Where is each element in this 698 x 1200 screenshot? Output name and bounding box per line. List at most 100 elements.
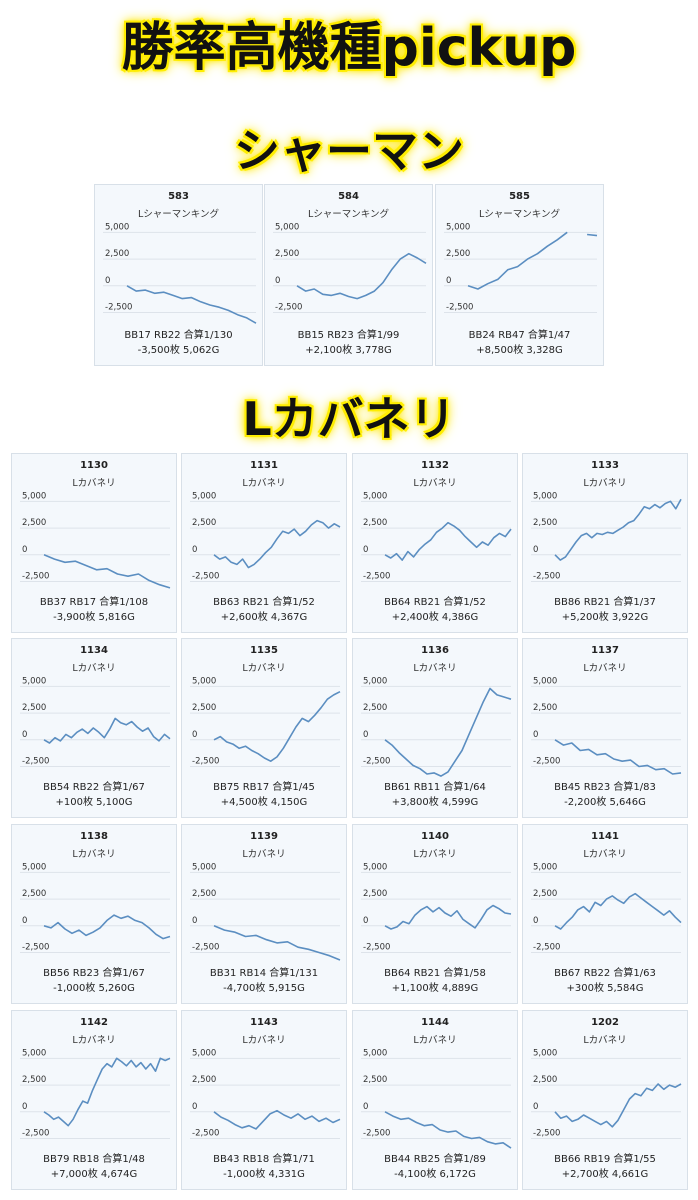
series-line <box>467 231 598 290</box>
series-line <box>43 914 171 940</box>
y-tick-label: 5,000 <box>275 222 299 232</box>
y-tick-label: 5,000 <box>192 491 216 501</box>
y-tick-label: 2,500 <box>192 703 216 713</box>
stats-line-result: +300枚 5,584G <box>566 983 644 994</box>
chart-card: 5,000 2,500 0 -2,500 1133 Lカバネリ BB86 RB21 合算1/… <box>522 453 688 633</box>
machine-name: Lカバネリ <box>242 478 286 489</box>
chart-card: 5,000 2,500 0 -2,500 1137 Lカバネリ BB45 RB23 合算1/… <box>522 638 688 818</box>
stats-line-result: +2,100枚 3,778G <box>305 345 392 356</box>
chart-card: 5,000 2,500 0 -2,500 585 Lシャーマンキング BB24 RB47 合… <box>435 184 604 366</box>
y-tick-label: -2,500 <box>363 943 390 953</box>
stats-line-counts: BB64 RB21 合算1/58 <box>384 968 486 979</box>
machine-number: 1140 <box>421 831 449 842</box>
y-tick-label: 5,000 <box>22 862 46 872</box>
chart-card: 5,000 2,500 0 -2,500 584 Lシャーマンキング BB15 RB23 合… <box>264 184 433 366</box>
y-tick-label: -2,500 <box>533 572 560 582</box>
machine-name: Lカバネリ <box>413 1035 457 1046</box>
y-tick-label: -2,500 <box>533 757 560 767</box>
stats-line-result: +7,000枚 4,674G <box>50 1169 138 1180</box>
line-chart: 5,000 2,500 0 -2,500 <box>190 676 341 768</box>
y-tick-label: -2,500 <box>192 757 219 767</box>
y-tick-label: 0 <box>446 276 451 286</box>
y-tick-label: 5,000 <box>22 491 46 501</box>
line-chart: 5,000 2,500 0 -2,500 <box>20 676 171 768</box>
machine-name: Lカバネリ <box>583 478 627 489</box>
y-tick-label: 5,000 <box>363 862 387 872</box>
y-tick-label: 0 <box>22 1102 27 1112</box>
series-line <box>554 739 682 775</box>
y-tick-label: 0 <box>275 276 280 286</box>
y-tick-label: 5,000 <box>22 676 46 686</box>
stats-line-counts: BB63 RB21 合算1/52 <box>213 597 315 608</box>
y-tick-label: 5,000 <box>192 676 216 686</box>
line-chart: 5,000 2,500 0 -2,500 <box>531 491 682 583</box>
y-tick-label: 5,000 <box>446 222 470 232</box>
stats-line-counts: BB86 RB21 合算1/37 <box>554 597 656 608</box>
stats-line-counts: BB67 RB22 合算1/63 <box>554 968 656 979</box>
y-tick-label: 0 <box>22 545 27 555</box>
section-heading-kabaneri-text: Lカバネリ <box>242 392 456 446</box>
stats-line-result: -1,000枚 5,260G <box>53 983 135 994</box>
y-tick-label: 0 <box>363 730 368 740</box>
y-tick-label: -2,500 <box>446 303 473 313</box>
section-heading-shaman-text: シャーマン <box>234 124 464 178</box>
stats-line-result: +1,100枚 4,889G <box>391 983 479 994</box>
stats-line-counts: BB61 RB11 合算1/64 <box>384 782 486 793</box>
series-line <box>43 554 171 589</box>
y-tick-label: -2,500 <box>192 943 219 953</box>
stats-line-result: -1,000枚 4,331G <box>223 1169 305 1180</box>
y-tick-label: 2,500 <box>105 249 129 259</box>
machine-number: 1134 <box>80 645 108 656</box>
machine-name: Lカバネリ <box>413 849 457 860</box>
machine-number: 1143 <box>250 1017 278 1028</box>
stats-line-result: -4,700枚 5,915G <box>223 983 305 994</box>
y-tick-label: -2,500 <box>192 1129 219 1139</box>
series-line <box>554 498 682 561</box>
line-chart: 5,000 2,500 0 -2,500 <box>361 862 512 954</box>
stats-line-result: +100枚 5,100G <box>55 797 133 808</box>
stats-line-counts: BB43 RB18 合算1/71 <box>213 1154 315 1165</box>
machine-name: Lカバネリ <box>72 663 116 674</box>
machine-name: Lカバネリ <box>72 478 116 489</box>
line-chart: 5,000 2,500 0 -2,500 <box>20 491 171 589</box>
chart-card: 5,000 2,500 0 -2,500 1144 Lカバネリ BB44 RB25 合算1/… <box>352 1010 518 1190</box>
line-chart: 5,000 2,500 0 -2,500 <box>273 222 427 314</box>
line-chart: 5,000 2,500 0 -2,500 <box>361 1048 512 1149</box>
y-tick-label: -2,500 <box>363 757 390 767</box>
stats-line-result: +2,600枚 4,367G <box>220 612 308 623</box>
series-line <box>213 1109 341 1130</box>
chart-card: 5,000 2,500 0 -2,500 1130 Lカバネリ BB37 RB17 合算1/… <box>11 453 177 633</box>
machine-name: Lカバネリ <box>413 478 457 489</box>
machine-name: Lカバネリ <box>72 849 116 860</box>
y-tick-label: 2,500 <box>533 703 557 713</box>
stats-line-counts: BB56 RB23 合算1/67 <box>43 968 145 979</box>
machine-number: 1142 <box>80 1017 108 1028</box>
series-line <box>384 1111 512 1149</box>
machine-name: Lカバネリ <box>72 1035 116 1046</box>
stats-line-counts: BB15 RB23 合算1/99 <box>297 330 400 341</box>
stats-line-counts: BB45 RB23 合算1/83 <box>554 782 656 793</box>
chart-card: 5,000 2,500 0 -2,500 1138 Lカバネリ BB56 RB23 合算1/… <box>11 824 177 1004</box>
line-chart: 5,000 2,500 0 -2,500 <box>361 676 512 777</box>
line-chart: 5,000 2,500 0 -2,500 <box>531 862 682 954</box>
stats-line-counts: BB64 RB21 合算1/52 <box>384 597 486 608</box>
chart-card: 5,000 2,500 0 -2,500 1132 Lカバネリ BB64 RB21 合算1/… <box>352 453 518 633</box>
series-line <box>213 690 341 762</box>
y-tick-label: 2,500 <box>22 703 46 713</box>
machine-name: Lカバネリ <box>413 663 457 674</box>
series-line <box>384 904 512 930</box>
y-tick-label: 5,000 <box>363 1048 387 1058</box>
y-tick-label: 2,500 <box>192 518 216 528</box>
chart-card: 5,000 2,500 0 -2,500 1135 Lカバネリ BB75 RB17 合算1/… <box>181 638 347 818</box>
stats-line-result: -4,100枚 6,172G <box>394 1169 476 1180</box>
y-tick-label: 0 <box>533 545 538 555</box>
y-tick-label: 0 <box>533 916 538 926</box>
machine-number: 1138 <box>80 831 108 842</box>
machine-number: 1131 <box>250 460 278 471</box>
y-tick-label: 2,500 <box>363 889 387 899</box>
y-tick-label: 5,000 <box>192 862 216 872</box>
line-chart: 5,000 2,500 0 -2,500 <box>20 1048 171 1140</box>
chart-card: 5,000 2,500 0 -2,500 1140 Lカバネリ BB64 RB21 合算1/… <box>352 824 518 1004</box>
line-chart: 5,000 2,500 0 -2,500 <box>190 862 341 961</box>
y-tick-label: 2,500 <box>533 889 557 899</box>
